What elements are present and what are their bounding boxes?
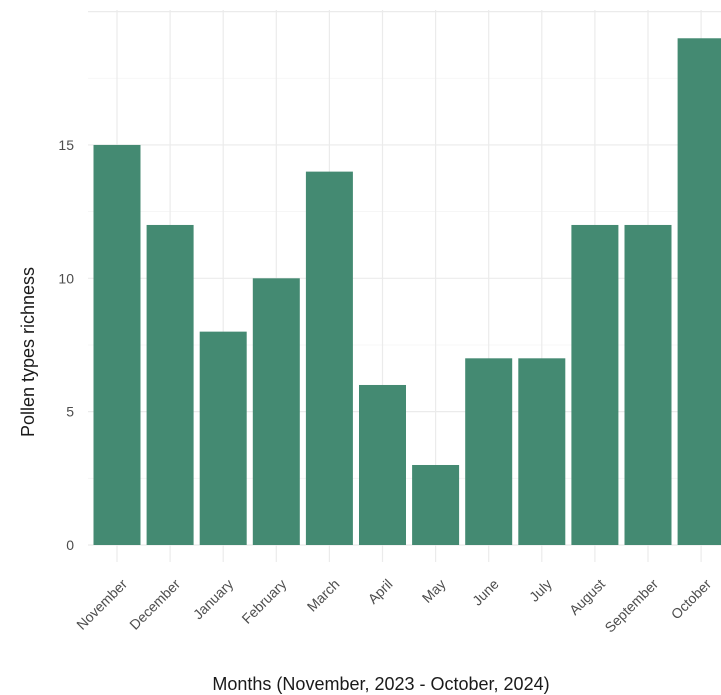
x-tick-label: February — [238, 576, 289, 627]
y-axis-title: Pollen types richness — [18, 267, 38, 437]
bar-january — [199, 331, 247, 545]
y-tick-label: 15 — [58, 137, 74, 153]
x-tick-label: July — [526, 576, 555, 605]
x-tick-label: August — [566, 576, 608, 618]
y-tick-labels: 0 5 10 15 — [58, 137, 74, 553]
bar-december — [146, 224, 194, 545]
bar-july — [518, 358, 566, 545]
bar-february — [252, 278, 300, 545]
bar-april — [359, 384, 406, 545]
bar-march — [305, 171, 353, 545]
x-axis-title: Months (November, 2023 - October, 2024) — [212, 674, 549, 694]
bar-may — [412, 464, 460, 545]
x-tick-label: June — [469, 576, 502, 609]
bar-november — [93, 144, 141, 545]
bar-june — [465, 358, 513, 545]
x-tick-label: May — [419, 576, 449, 606]
x-tick-label: January — [190, 576, 237, 623]
x-tick-label: March — [304, 576, 343, 615]
x-tick-label: April — [364, 576, 395, 607]
bar-october — [677, 38, 721, 546]
x-tick-label: September — [601, 576, 661, 636]
bar-august — [571, 224, 619, 545]
x-tick-label: November — [73, 576, 130, 633]
bars — [93, 38, 721, 546]
x-tick-label: October — [668, 576, 715, 623]
y-tick-label: 5 — [66, 404, 74, 420]
bar-september — [624, 224, 672, 545]
y-tick-label: 10 — [58, 270, 74, 286]
x-tick-label: December — [126, 576, 183, 633]
y-tick-label: 0 — [66, 537, 74, 553]
